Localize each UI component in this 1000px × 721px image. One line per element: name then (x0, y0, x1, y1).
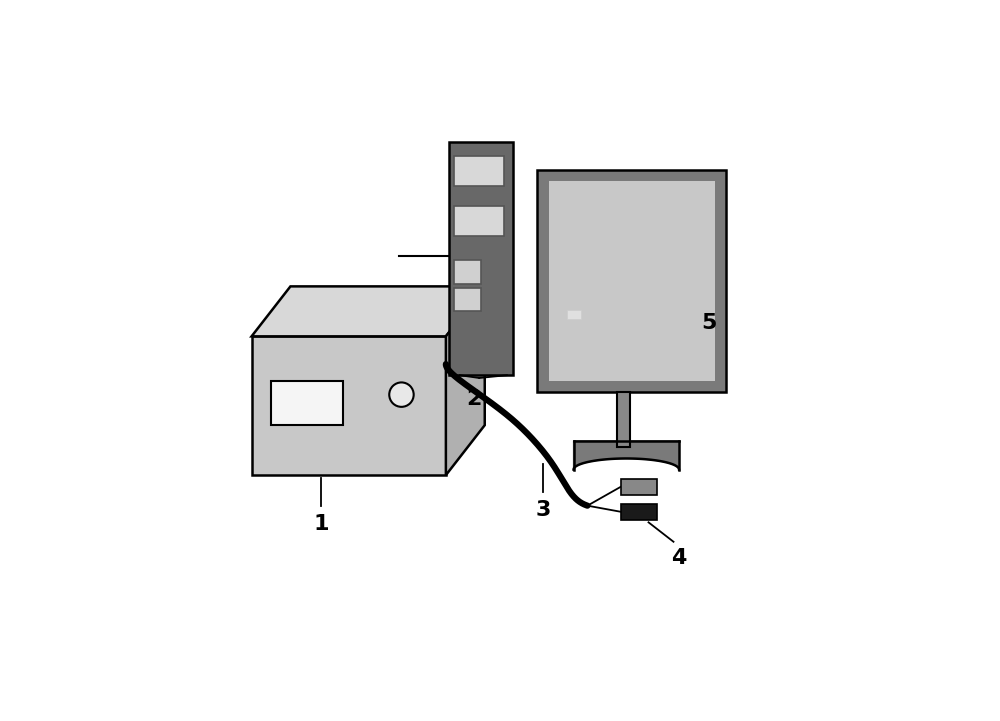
Text: 4: 4 (671, 549, 687, 568)
Text: 5: 5 (701, 313, 717, 333)
Polygon shape (252, 286, 485, 336)
Bar (621, 479, 657, 495)
Polygon shape (574, 441, 679, 469)
Bar (549, 181, 715, 381)
Polygon shape (446, 286, 485, 475)
Text: 3: 3 (535, 500, 551, 520)
Bar (454, 156, 504, 187)
Bar (271, 381, 343, 425)
Polygon shape (562, 291, 700, 307)
Bar (454, 206, 504, 236)
Bar (621, 504, 657, 520)
Text: 1: 1 (313, 514, 329, 534)
Bar (617, 392, 630, 447)
Bar (449, 142, 512, 375)
Bar (562, 307, 685, 328)
Text: 2: 2 (466, 389, 481, 409)
Bar (252, 336, 446, 475)
Circle shape (389, 382, 414, 407)
Bar (567, 310, 581, 319)
Bar (454, 260, 481, 283)
Polygon shape (685, 291, 700, 328)
Bar (454, 288, 481, 311)
Bar (537, 169, 726, 392)
